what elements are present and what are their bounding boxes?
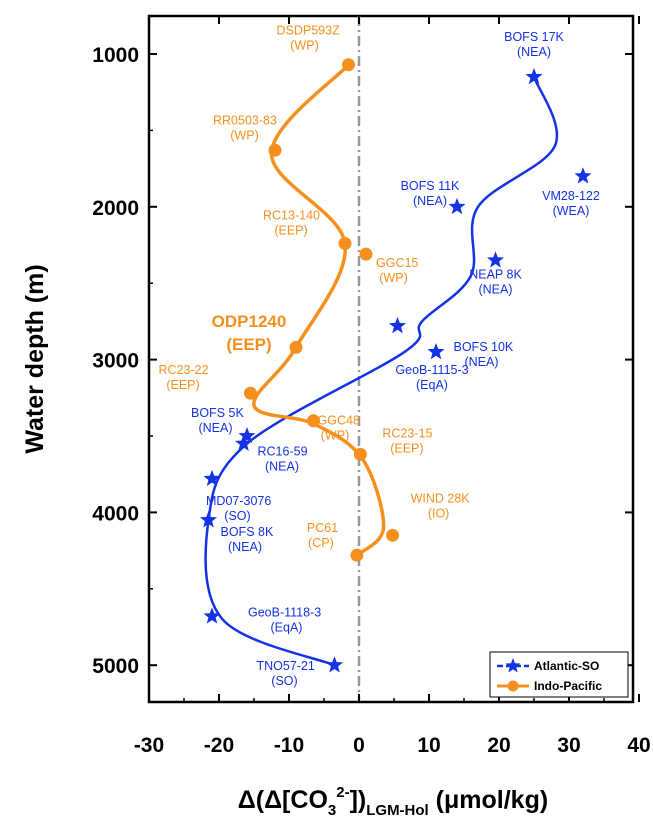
series-curve-indo [252, 63, 386, 557]
point-label-name: PC61 [307, 521, 338, 535]
point-label-name: BOFS 17K [504, 30, 564, 44]
point-label-name: RR0503-83 [213, 113, 277, 127]
x-axis-title-sub: LGM-Hol [366, 802, 428, 818]
data-point-circle [289, 340, 303, 354]
point-label-region: (IO) [428, 506, 450, 520]
legend-label-indo: Indo-Pacific [534, 679, 602, 693]
point-label-name: RC13-140 [263, 208, 320, 222]
x-tick-label: -10 [274, 734, 304, 757]
series-markers [199, 58, 592, 673]
point-label-name: BOFS 11K [401, 179, 460, 193]
point-label-region: (NEA) [464, 355, 498, 369]
point-label-region: (WP) [290, 39, 318, 53]
x-axis-title-sub3: 3 [328, 802, 336, 818]
series-curves [204, 63, 559, 667]
x-tick-label: 20 [487, 734, 510, 757]
data-point-star [388, 316, 407, 334]
x-axis-title-sup: 2- [336, 784, 349, 801]
point-label-region: (EEP) [166, 378, 199, 392]
x-tick-label: 40 [627, 734, 650, 757]
point-label-region: (CP) [308, 536, 334, 550]
x-axis-title: Δ(Δ[CO32-])LGM-Hol (μmol/kg) [238, 784, 548, 818]
data-point-star [203, 607, 221, 624]
point-label-name: WIND 28K [411, 491, 471, 505]
point-label-name: MD07-3076 [206, 494, 271, 508]
point-label-region: (NEA) [478, 282, 512, 296]
y-tick-label: 1000 [92, 44, 139, 67]
y-tick-label: 2000 [92, 197, 139, 220]
point-label-region: (NEA) [198, 421, 232, 435]
point-label-region: (NEA) [413, 194, 447, 208]
point-label-name: TNO57-21 [257, 659, 315, 673]
data-point-star [486, 251, 505, 268]
x-axis-title-bracket: ]) [350, 786, 367, 814]
data-point-circle [268, 143, 282, 157]
point-label-name: NEAP 8K [469, 267, 522, 281]
point-label-name: DSDP593Z [277, 24, 341, 38]
data-point-star [448, 197, 466, 215]
point-label-region: (NEA) [517, 45, 551, 59]
point-label-name: RC16-59 [258, 445, 308, 459]
point-label-name: RC23-15 [382, 426, 432, 440]
point-label-region: (SO) [224, 509, 250, 523]
point-label-region: (EEP) [274, 223, 307, 237]
x-tick-label: -30 [134, 734, 164, 757]
data-point-circle [359, 247, 373, 261]
data-point-star [427, 342, 445, 360]
x-axis-title-main: Δ(Δ[CO [238, 786, 328, 814]
point-label-name: BOFS 8K [221, 525, 274, 539]
legend: Atlantic-SO Indo-Pacific [489, 651, 629, 698]
point-label-name: GeoB-1118-3 [248, 605, 321, 619]
point-label-region: (EEP) [390, 441, 423, 455]
legend-label-atlantic: Atlantic-SO [534, 659, 599, 673]
point-label-region: (WP) [379, 271, 407, 285]
series-curve-atlantic [204, 76, 559, 667]
point-label-region: (NEA) [228, 540, 262, 554]
point-label-name: VM28-122 [542, 189, 600, 203]
point-label-region: (EqA) [271, 620, 303, 634]
y-tick-label: 4000 [92, 502, 139, 525]
data-point-star [234, 434, 253, 451]
y-axis-title: Water depth (m) [21, 264, 49, 453]
point-label-region: (WEA) [553, 204, 590, 218]
point-label-region: (WP) [230, 128, 258, 142]
data-point-circle [386, 528, 400, 542]
point-label-region: (EqA) [416, 378, 448, 392]
highlight-label-line2: (EEP) [226, 335, 271, 354]
point-label-name: RC23-22 [159, 363, 209, 377]
data-point-star [203, 469, 221, 487]
point-label-name: GGC48 [318, 414, 360, 428]
y-tick-label: 3000 [92, 350, 139, 373]
x-tick-label: -20 [204, 734, 234, 757]
data-point-circle [353, 447, 367, 461]
legend-circle-icon [507, 680, 519, 692]
x-axis-title-units: (μmol/kg) [429, 786, 548, 814]
point-label-name: BOFS 5K [191, 406, 244, 420]
point-label-name: GeoB-1115-3 [395, 363, 468, 377]
data-point-star [238, 427, 256, 444]
x-tick-label: 10 [417, 734, 440, 757]
data-point-circle [350, 548, 364, 562]
data-point-star [574, 167, 592, 184]
legend-star-icon [505, 658, 521, 673]
highlight-label-line1: ODP1240 [212, 312, 287, 331]
x-tick-label: 0 [353, 734, 365, 757]
data-point-star [325, 656, 344, 673]
axis-ticks: -30 -20 -10 0 10 20 30 40 1000 2000 3000 4000 5000 [92, 16, 651, 757]
data-point-circle [338, 236, 352, 250]
point-label-region: (NEA) [265, 460, 299, 474]
point-label-region: (WP) [321, 429, 349, 443]
data-point-star [199, 511, 218, 528]
y-tick-label: 5000 [92, 655, 139, 678]
x-tick-label: 30 [557, 734, 580, 757]
point-label-name: BOFS 10K [454, 340, 514, 354]
data-point-star [525, 67, 543, 85]
point-labels: BOFS 17K(NEA)VM28-122(WEA)BOFS 11K(NEA)N… [159, 24, 600, 689]
data-point-circle [307, 414, 320, 428]
data-point-circle [342, 58, 355, 72]
point-label-name: GGC15 [376, 256, 418, 270]
data-point-circle [244, 386, 257, 400]
point-label-region: (SO) [271, 674, 297, 688]
